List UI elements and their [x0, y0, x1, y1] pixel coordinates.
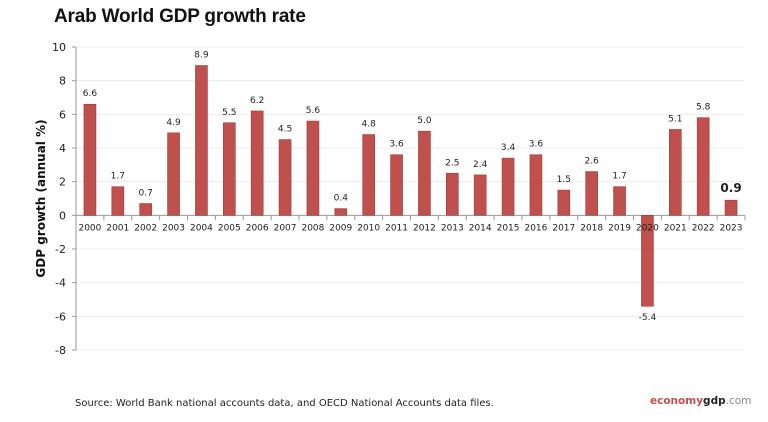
- bar-2001: [111, 186, 125, 216]
- data-label: 5.0: [417, 116, 432, 126]
- data-label: 2.6: [585, 157, 600, 167]
- data-label: 5.8: [696, 103, 711, 113]
- x-tick-label: 2021: [664, 223, 687, 233]
- data-label: 2.4: [473, 160, 488, 170]
- bar-2012: [418, 130, 431, 216]
- data-label: 2.5: [445, 158, 459, 168]
- x-tick-label: 2020: [636, 223, 659, 233]
- y-tick-label: 6: [59, 108, 66, 121]
- data-label: 4.9: [166, 118, 181, 128]
- x-tick-label: 2001: [106, 223, 129, 233]
- x-tick-label: 2014: [469, 223, 492, 233]
- y-tick-label: -6: [55, 310, 66, 323]
- x-tick-label: 2015: [497, 223, 520, 233]
- chart-title: Arab World GDP growth rate: [54, 6, 306, 27]
- bar-2006: [250, 110, 264, 216]
- bar-2016: [529, 154, 543, 216]
- data-label: 4.5: [278, 125, 292, 135]
- logo-part-2: gdp: [703, 395, 726, 407]
- bar-2022: [696, 117, 710, 216]
- data-label: 3.6: [529, 140, 544, 150]
- data-label: 5.1: [668, 114, 682, 124]
- y-axis-label: GDP growth (annual %): [34, 119, 48, 277]
- bar-2007: [278, 139, 292, 216]
- bar-2023: [724, 199, 738, 216]
- y-tick-label: -2: [55, 243, 66, 256]
- bar-2005: [223, 122, 236, 216]
- data-label: 1.7: [612, 172, 626, 182]
- bar-2000: [83, 103, 97, 216]
- data-label: 1.7: [111, 172, 125, 182]
- bar-2018: [585, 171, 598, 216]
- data-label: 0.7: [139, 189, 153, 199]
- y-tick-label: 10: [52, 41, 66, 54]
- data-label: 1.5: [557, 175, 571, 185]
- y-tick-label: -4: [55, 277, 66, 290]
- x-tick-label: 2012: [413, 223, 436, 233]
- y-tick-label: 4: [59, 142, 66, 155]
- bar-2021: [669, 129, 682, 216]
- x-tick-label: 2002: [134, 223, 157, 233]
- data-label: 3.6: [389, 140, 404, 150]
- data-label: 6.6: [83, 89, 98, 99]
- x-tick-label: 2022: [692, 223, 715, 233]
- x-tick-label: 2017: [552, 223, 575, 233]
- bar-2011: [390, 154, 403, 216]
- x-tick-label: 2013: [441, 223, 464, 233]
- x-tick-label: 2008: [301, 223, 324, 233]
- data-label: 5.6: [306, 106, 321, 116]
- bar-2008: [306, 120, 320, 216]
- bar-2004: [195, 65, 208, 216]
- data-label: 5.5: [222, 108, 236, 118]
- y-tick-label: -8: [55, 344, 66, 357]
- bar-2020: [641, 215, 654, 307]
- bar-2017: [557, 189, 571, 216]
- data-label: 4.8: [362, 120, 377, 130]
- x-tick-label: 2005: [218, 223, 241, 233]
- x-tick-label: 2009: [329, 223, 352, 233]
- data-label: 0.9: [720, 181, 741, 195]
- bar-2010: [362, 134, 375, 216]
- x-tick-label: 2000: [78, 223, 101, 233]
- bar-2009: [334, 208, 348, 216]
- economygdp-logo: economygdp.com: [650, 395, 751, 407]
- x-tick-label: 2016: [524, 223, 547, 233]
- bar-2014: [473, 174, 487, 216]
- source-note: Source: World Bank national accounts dat…: [75, 398, 494, 409]
- x-tick-label: 2010: [357, 223, 380, 233]
- x-tick-label: 2011: [385, 223, 408, 233]
- data-label: 6.2: [250, 96, 264, 106]
- y-tick-label: 0: [59, 209, 66, 222]
- y-tick-label: 2: [59, 176, 66, 189]
- x-tick-label: 2004: [190, 223, 213, 233]
- data-label: 3.4: [501, 143, 516, 153]
- bar-2013: [446, 172, 459, 216]
- bar-2019: [613, 186, 626, 216]
- data-label: 8.9: [194, 51, 209, 61]
- x-tick-label: 2003: [162, 223, 185, 233]
- x-tick-label: 2006: [246, 223, 269, 233]
- data-label: 0.4: [334, 194, 349, 204]
- bar-2002: [139, 203, 152, 216]
- x-tick-label: 2018: [580, 223, 603, 233]
- bar-2003: [167, 132, 180, 216]
- x-tick-label: 2007: [274, 223, 297, 233]
- logo-part-1: economy: [650, 395, 704, 407]
- y-tick-label: 8: [59, 75, 66, 88]
- data-label: -5.4: [639, 313, 657, 323]
- bar-2015: [501, 157, 515, 216]
- x-tick-label: 2023: [720, 223, 743, 233]
- logo-part-3: .com: [725, 395, 752, 407]
- x-tick-label: 2019: [608, 223, 631, 233]
